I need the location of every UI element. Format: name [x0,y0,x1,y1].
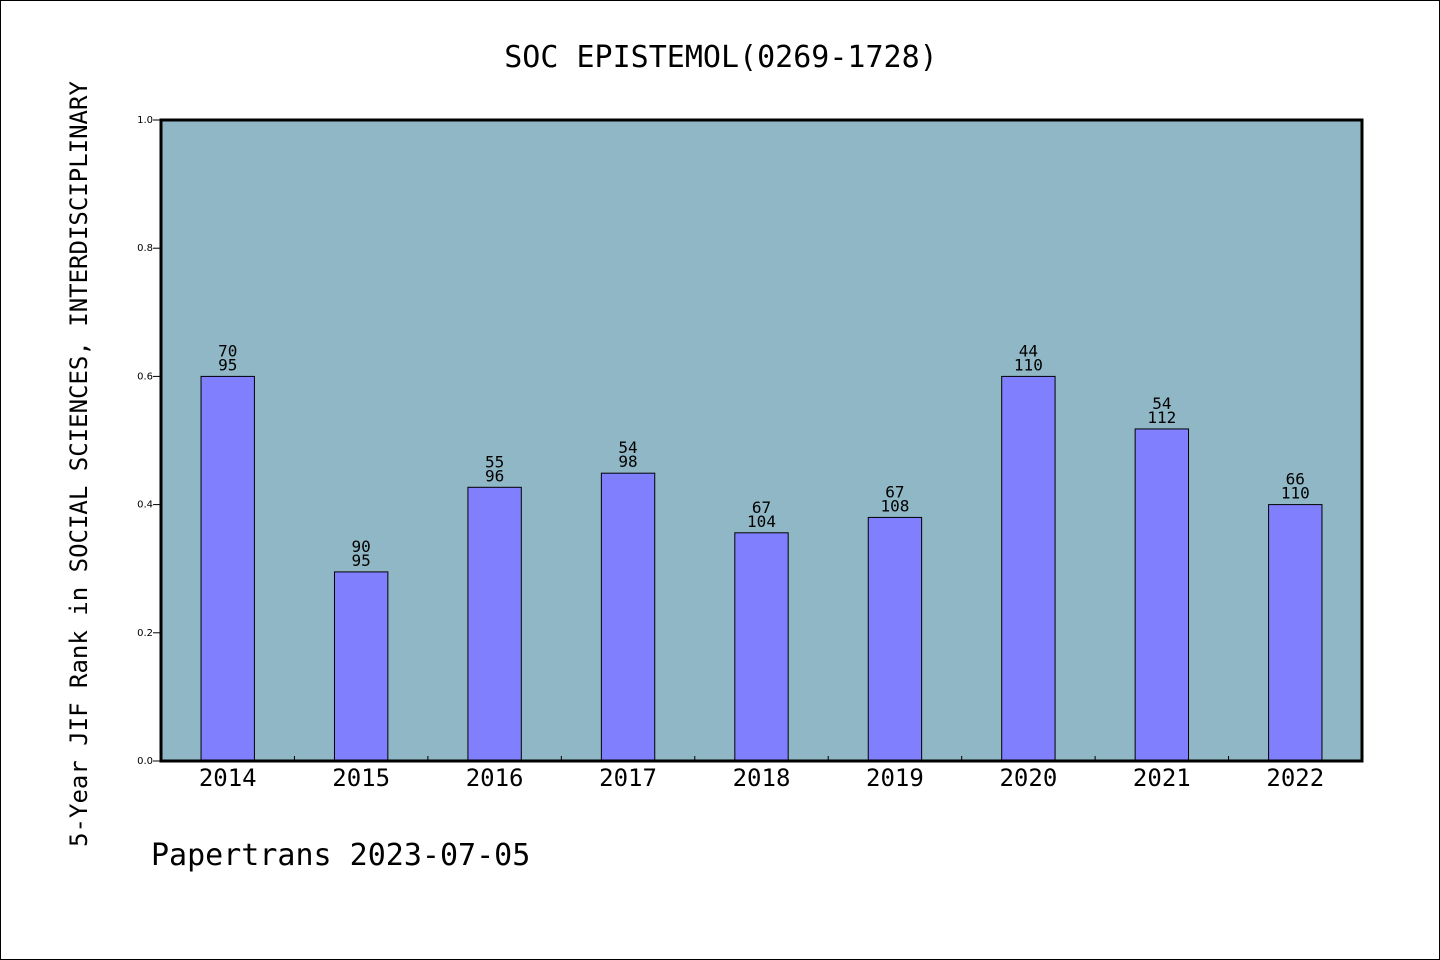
bar-2021 [1134,428,1190,762]
y-axis: 0.0 0.2 0.4 0.6 0.8 1.0 [137,115,161,767]
x-tick-label: 2020 [999,764,1057,792]
y-tick-label: 0.2 [137,628,153,639]
data-label-rank: 90 [352,537,371,556]
data-label-total: 104 [747,512,776,531]
data-label-total: 95 [218,355,237,374]
bar-2022 [1268,504,1323,762]
data-label-rank: 70 [218,341,237,360]
bars-group [200,375,1323,762]
x-tick-label: 2015 [332,764,390,792]
x-tick-label: 2022 [1266,764,1324,792]
data-label-rank: 44 [1019,341,1038,360]
x-tick-label: 2014 [199,764,257,792]
x-tick-label: 2018 [733,764,791,792]
y-tick-label: 0.4 [137,500,153,511]
x-tick-label: 2021 [1133,764,1191,792]
data-label-total: 108 [880,496,909,515]
data-label-rank: 67 [885,482,904,501]
data-label-total: 110 [1014,355,1043,374]
y-tick-label: 0.6 [137,371,153,382]
data-labels-group: 7095909555965498671046710844110541126611… [218,341,1310,570]
data-label-rank: 55 [485,452,504,471]
bar-2016 [467,486,522,762]
bar-2018 [734,532,789,762]
x-tick-label: 2017 [599,764,657,792]
bar-2014 [200,375,255,762]
plot-border [159,118,1364,763]
data-label-rank: 67 [752,498,771,517]
data-label-rank: 66 [1286,470,1305,489]
data-label-total: 98 [618,452,637,471]
x-axis: 2014 2015 2016 2017 2018 2019 2020 2021 2022 [199,756,1324,792]
footer-text: Papertrans 2023-07-05 [151,838,530,873]
y-tick-label: 0.8 [137,243,153,254]
y-tick-label: 0.0 [137,756,153,767]
bar-2017 [600,472,656,762]
bar-2020 [1001,375,1056,762]
x-tick-label: 2016 [466,764,524,792]
data-label-total: 112 [1147,408,1176,427]
bar-2015 [333,571,389,762]
x-tick-label: 2019 [866,764,924,792]
data-label-total: 95 [352,551,371,570]
chart-title: SOC EPISTEMOL(0269-1728) [504,40,937,75]
y-tick-label: 1.0 [137,115,153,126]
y-axis-label: 5-Year JIF Rank in SOCIAL SCIENCES, INTE… [65,81,93,847]
data-label-total: 96 [485,466,504,485]
bar-2019 [867,516,923,762]
data-label-rank: 54 [618,438,637,457]
data-label-rank: 54 [1152,394,1171,413]
data-label-total: 110 [1281,484,1310,503]
